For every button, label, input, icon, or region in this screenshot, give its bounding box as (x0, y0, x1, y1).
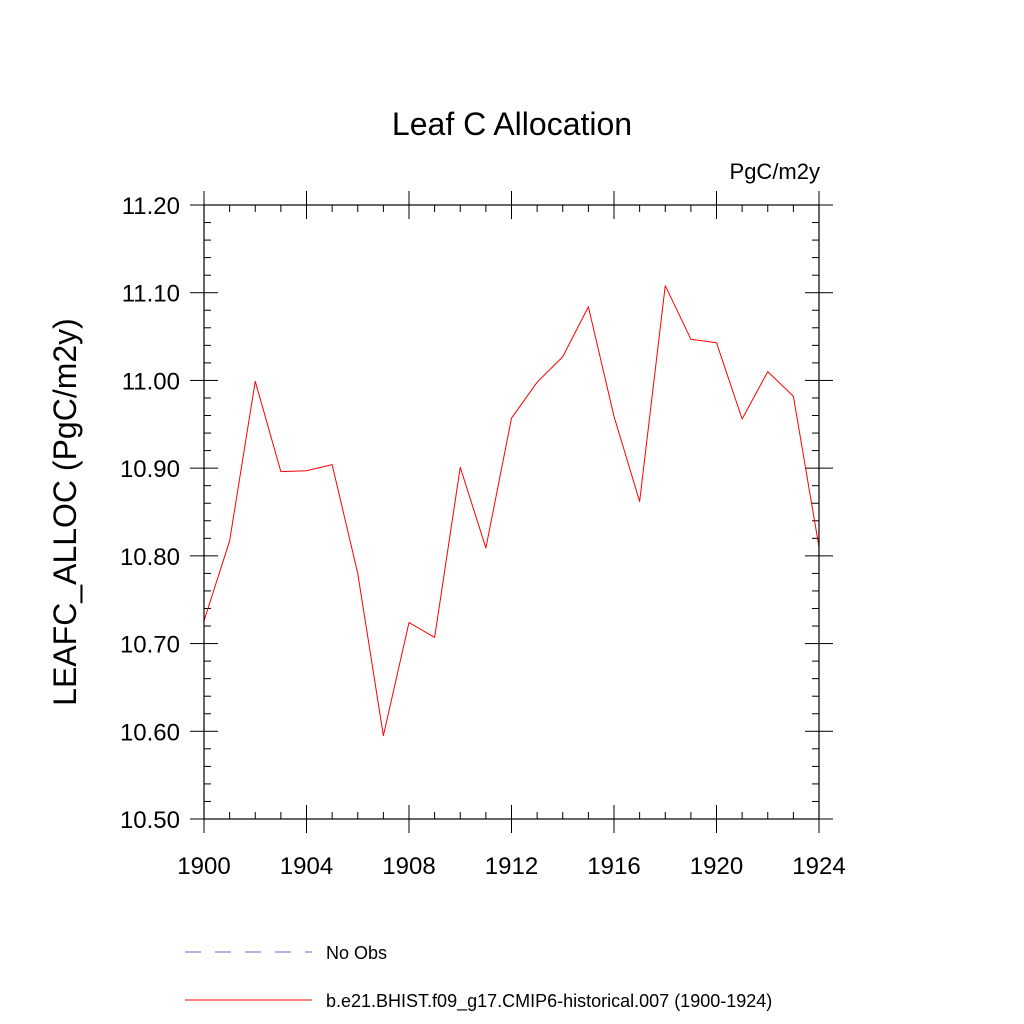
y-tick-label: 10.50 (120, 807, 180, 834)
y-tick-label: 10.80 (120, 544, 180, 571)
y-tick-label: 11.20 (122, 193, 180, 220)
chart-title: Leaf C Allocation (392, 106, 632, 142)
x-tick-label: 1916 (587, 853, 640, 880)
data-series (203, 285, 820, 737)
y-tick-label: 11.10 (122, 281, 180, 308)
y-tick-label: 10.70 (120, 632, 180, 659)
plot-frame (203, 204, 820, 820)
y-tick-label: 10.90 (120, 456, 180, 483)
series-line-0 (203, 285, 820, 737)
x-tick-label: 1924 (792, 853, 845, 880)
legend-label-1: b.e21.BHIST.f09_g17.CMIP6-historical.007… (326, 991, 772, 1012)
y-tick-label: 10.60 (120, 719, 180, 746)
x-tick-label: 1908 (382, 853, 435, 880)
x-tick-label: 1900 (177, 853, 230, 880)
legend: No Obs b.e21.BHIST.f09_g17.CMIP6-historic… (185, 943, 772, 1012)
y-tick-label: 11.00 (122, 368, 180, 395)
x-tick-label: 1904 (280, 853, 333, 880)
x-tick-label: 1912 (485, 853, 538, 880)
legend-label-0: No Obs (326, 943, 387, 963)
units-label: PgC/m2y (730, 159, 820, 184)
axis-ticks (190, 191, 833, 833)
x-tick-label: 1920 (690, 853, 743, 880)
axis-tick-labels: 1900 1904 1908 1912 1916 1920 1924 10.50 10.60 10… (120, 193, 846, 880)
y-axis-label: LEAFC_ALLOC (PgC/m2y) (47, 318, 83, 706)
